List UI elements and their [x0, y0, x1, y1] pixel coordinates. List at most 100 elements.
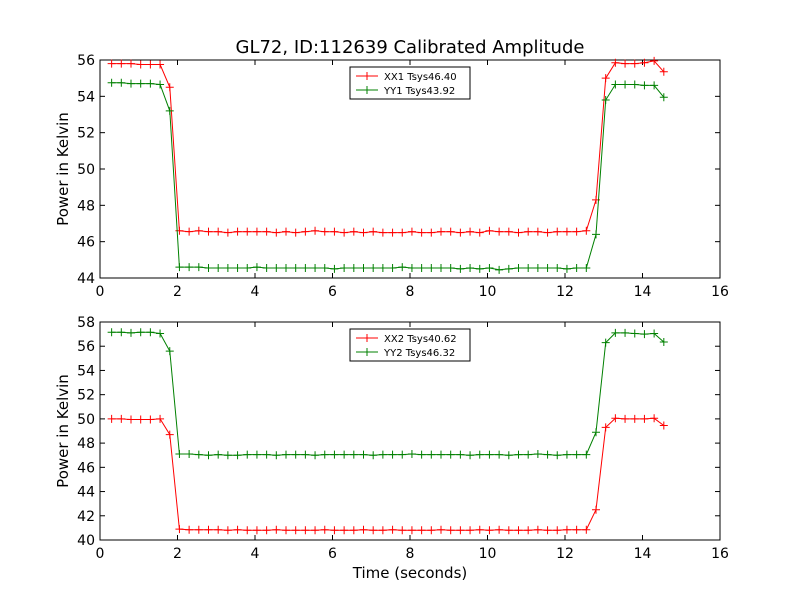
y-tick-label: 42	[77, 509, 95, 525]
y-tick-label: 48	[77, 436, 95, 452]
data-point	[495, 450, 504, 459]
y-tick-label: 54	[77, 363, 95, 379]
data-point	[611, 328, 620, 337]
legend-label: XX2 Tsys40.62	[384, 334, 457, 345]
data-point	[340, 228, 349, 237]
data-point	[533, 264, 542, 273]
data-point	[388, 525, 397, 534]
data-point	[514, 264, 523, 273]
data-point	[252, 526, 261, 535]
data-point	[562, 450, 571, 459]
data-point	[417, 450, 426, 459]
data-point	[282, 264, 290, 273]
x-axis-label: Time (seconds)	[352, 564, 468, 582]
data-point	[417, 264, 426, 273]
data-point	[553, 264, 562, 273]
y-tick-label: 50	[77, 162, 95, 178]
data-point	[223, 451, 232, 460]
data-point	[194, 450, 203, 459]
data-point	[320, 264, 329, 273]
data-point	[398, 228, 407, 237]
legend-label: YY1 Tsys43.92	[383, 86, 455, 97]
data-point	[233, 451, 242, 460]
data-point	[243, 264, 252, 273]
data-point	[466, 227, 475, 236]
x-tick-label: 8	[406, 284, 415, 300]
data-point	[485, 226, 494, 235]
data-point	[562, 264, 571, 273]
data-point	[349, 227, 358, 236]
data-point	[446, 526, 455, 535]
legend-marker	[363, 334, 371, 342]
data-point	[417, 526, 426, 535]
data-point	[592, 428, 600, 437]
x-tick-label: 10	[479, 284, 497, 300]
data-point	[233, 227, 242, 236]
series-line-yy2	[111, 331, 665, 456]
data-point	[446, 264, 455, 273]
x-tick-label: 4	[251, 284, 260, 300]
x-tick-label: 4	[251, 546, 260, 562]
data-point	[117, 328, 126, 337]
x-tick-label: 12	[556, 546, 574, 562]
data-point	[446, 227, 455, 236]
data-point	[437, 227, 445, 236]
data-point	[291, 228, 300, 237]
x-tick-label: 6	[328, 546, 337, 562]
legend: XX2 Tsys40.62 YY2 Tsys46.32	[349, 328, 471, 362]
data-point	[272, 264, 281, 273]
x-tick-label: 6	[328, 284, 337, 300]
data-point	[524, 450, 533, 459]
data-point	[107, 414, 116, 423]
data-point	[456, 228, 465, 237]
data-point	[524, 264, 533, 273]
data-point	[301, 450, 310, 459]
data-point	[504, 526, 513, 535]
legend-marker	[363, 72, 371, 80]
data-point	[311, 264, 320, 273]
data-point	[533, 450, 542, 459]
data-point	[504, 227, 513, 236]
data-point	[543, 526, 552, 535]
data-point	[349, 526, 358, 535]
data-point	[427, 526, 436, 535]
data-point	[601, 95, 610, 104]
data-point	[291, 264, 300, 273]
data-point	[437, 525, 445, 534]
data-point	[233, 264, 242, 273]
data-point	[136, 415, 145, 424]
data-point	[466, 264, 475, 273]
data-point	[127, 415, 135, 424]
data-point	[165, 347, 174, 356]
data-point	[630, 59, 639, 68]
data-point	[533, 227, 542, 236]
data-point	[311, 226, 320, 235]
data-point	[194, 263, 203, 272]
data-point	[388, 450, 397, 459]
data-point	[398, 263, 407, 272]
data-point	[553, 451, 562, 460]
y-tick-label: 56	[77, 339, 95, 355]
data-point	[185, 263, 194, 272]
data-point	[572, 227, 581, 236]
data-point	[630, 329, 639, 338]
legend-label: YY2 Tsys46.32	[383, 348, 455, 359]
data-point	[475, 264, 484, 273]
data-point	[165, 106, 174, 115]
data-point	[146, 328, 155, 337]
y-tick-label: 52	[77, 388, 95, 404]
data-point	[282, 450, 290, 459]
data-point	[214, 450, 223, 459]
data-point	[272, 228, 281, 237]
y-tick-label: 52	[77, 126, 95, 142]
data-point	[117, 414, 126, 423]
data-point	[262, 264, 271, 273]
data-point	[659, 337, 668, 346]
data-point	[514, 526, 523, 535]
y-tick-label: 40	[77, 533, 95, 549]
data-point	[572, 525, 581, 534]
data-point	[243, 526, 252, 535]
data-point	[640, 81, 649, 90]
data-point	[475, 450, 484, 459]
